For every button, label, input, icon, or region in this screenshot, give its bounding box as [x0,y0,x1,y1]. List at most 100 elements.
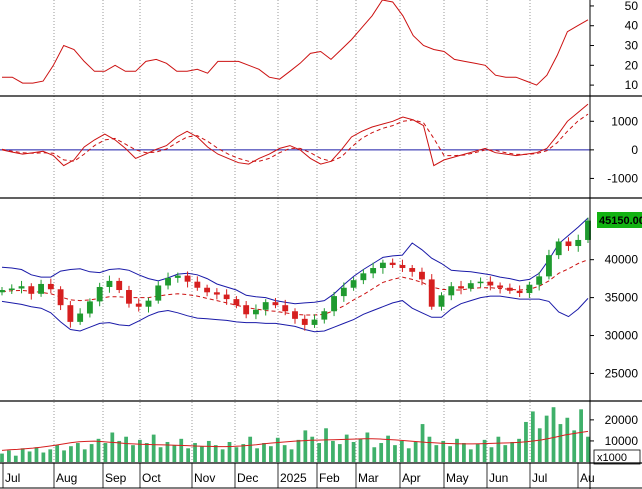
candle-body-21 [204,287,211,293]
volume-bar-74 [510,441,515,462]
price-tick-label-1: 35000 [605,291,639,305]
volume-bar-21 [144,443,149,462]
candle-body-17 [165,277,171,286]
month-label-9: Apr [402,471,421,485]
volume-bar-71 [489,447,494,462]
volume-bar-53 [365,432,370,462]
volume-bar-59 [406,448,411,462]
volume-bar-62 [427,436,432,462]
volume-bar-19 [131,445,135,462]
month-label-5: Dec [237,471,258,485]
candle-body-46 [448,286,455,296]
candle-body-20 [194,281,201,288]
candle-body-36 [350,280,357,288]
candle-body-52 [506,287,513,291]
oscillator-tick-label-1: 40 [625,19,639,33]
candle-body-50 [487,281,494,286]
volume-bar-58 [399,440,404,462]
volume-bar-18 [124,436,128,462]
last-price-label: 45150.00 [597,212,642,228]
volume-bar-28 [193,443,197,462]
volume-bar-45 [310,436,315,462]
month-label-0: Jul [5,471,20,485]
volume-bar-6 [41,452,46,462]
candle-body-39 [379,262,386,269]
volume-bar-70 [482,439,487,462]
macd-signal-line [1,113,589,162]
volume-bar-44 [303,430,308,462]
candle-body-40 [389,262,396,265]
candle-body-2 [18,286,25,289]
candle-body-59 [575,239,582,247]
volume-bar-8 [55,445,60,462]
candle-body-53 [516,290,523,294]
oscillator-tick-label-0: 50 [625,0,639,13]
candle-body-31 [301,318,308,325]
month-label-12: Jul [532,471,547,485]
volume-bar-24 [165,441,170,462]
candle-body-10 [96,286,103,302]
candle-body-13 [126,290,132,304]
volume-bar-83 [572,430,577,462]
volume-bar-51 [351,441,356,462]
candle-body-56 [546,255,552,277]
volume-bar-41 [282,445,287,462]
candle-body-47 [458,286,464,289]
candle-body-57 [555,241,562,256]
candlesticks [0,217,591,331]
volume-bar-22 [151,434,156,462]
candle-body-41 [399,264,406,269]
candle-body-29 [282,305,289,312]
candle-body-58 [565,241,572,247]
price-tick-label-3: 25000 [605,366,639,380]
candle-body-6 [57,289,64,306]
oscillator-tick-label-3: 20 [625,58,639,72]
volume-bar-11 [75,443,80,462]
volume-bar-63 [434,445,439,462]
month-label-6: 2025 [280,471,307,485]
month-label-13: Au [580,471,595,485]
volume-bar-7 [48,449,53,462]
volume-bar-72 [496,436,501,462]
volume-bar-57 [393,445,397,462]
volume-bar-9 [62,450,66,462]
vertical-gridlines [53,0,531,462]
volume-bar-30 [206,440,211,462]
volume-panel: 20000 10000 [0,407,638,462]
candle-body-19 [184,275,191,282]
candle-body-3 [28,286,35,294]
oscillator-tick-label-2: 30 [625,39,639,53]
last-price-label-background [597,212,642,228]
price-panel: 40000 35000 30000 25000 45150.00 [0,212,642,380]
price-tick-label-2: 30000 [605,329,639,343]
candle-body-24 [233,299,240,306]
volume-bar-68 [468,449,473,462]
volume-bar-80 [551,407,556,462]
volume-bar-47 [324,428,328,462]
candle-body-9 [86,301,93,314]
candle-body-5 [47,283,54,290]
volume-unit-box [593,449,641,465]
month-label-7: Feb [319,471,340,485]
macd-panel: 1000 0 -1000 [0,103,638,185]
volume-tick-label-0: 20000 [605,413,639,427]
month-labels: Jul Aug Sep Oct Nov Dec 2025 Feb Mar Apr May Jun Jul… [2,463,595,488]
x-axis: Jul Aug Sep Oct Nov Dec 2025 Feb Mar Apr May Jun Jul… [2,449,641,488]
candle-body-51 [497,285,504,288]
volume-bar-81 [558,424,563,462]
candle-body-18 [174,275,181,278]
candle-body-26 [253,309,259,315]
volume-bar-29 [200,446,204,462]
candle-body-8 [77,313,84,322]
candle-body-23 [223,294,230,300]
volume-unit-label: x1000 [597,452,627,464]
volume-bar-3 [20,448,25,462]
volume-bar-2 [13,455,18,462]
volume-bar-27 [186,448,191,462]
candle-body-11 [106,280,113,287]
candle-body-4 [38,283,44,294]
volume-bar-39 [268,446,273,462]
volume-bar-65 [448,446,452,462]
volume-bar-26 [179,438,184,462]
